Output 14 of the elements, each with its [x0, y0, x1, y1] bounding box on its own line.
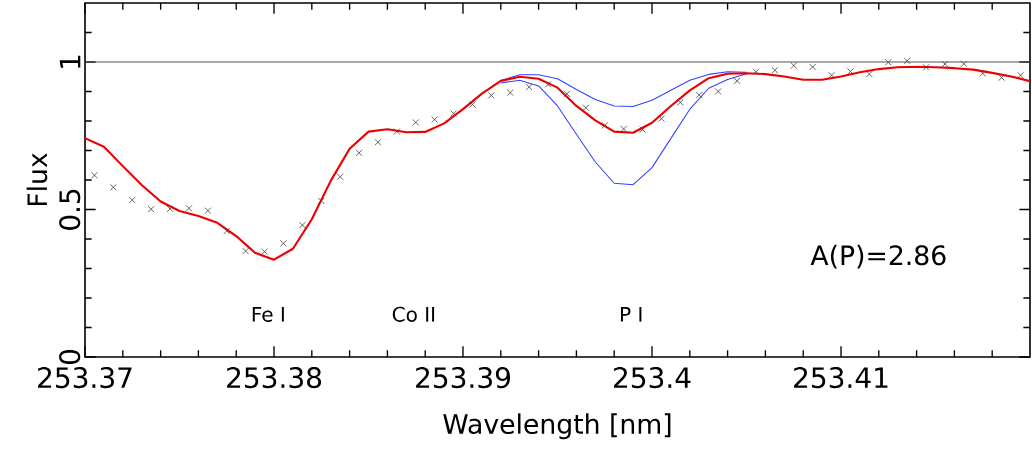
- x-axis-title: Wavelength [nm]: [443, 413, 671, 440]
- x-tick-label: 253.41: [794, 367, 888, 389]
- annotation: P I: [621, 307, 642, 322]
- annotation: Fe I: [252, 307, 284, 322]
- x-tick-label: 253.37: [38, 367, 132, 389]
- x-tick-label: 253.39: [416, 367, 510, 389]
- annotation: A(P)=2.86: [810, 244, 946, 269]
- y-axis-title: Flux: [26, 153, 48, 206]
- y-tick-label: 0.5: [59, 189, 81, 230]
- annotation: Co II: [392, 306, 435, 322]
- y-tick-label: 1: [59, 55, 81, 68]
- y-tick-label: 0: [59, 349, 81, 365]
- x-tick-label: 253.4: [613, 367, 691, 389]
- x-tick-label: 253.38: [227, 367, 322, 389]
